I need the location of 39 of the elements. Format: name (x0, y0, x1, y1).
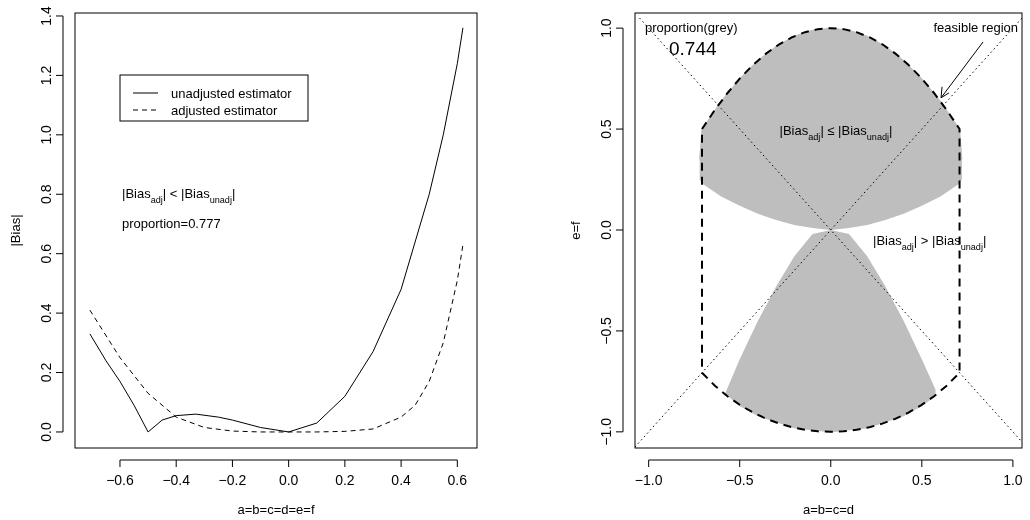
annotation: feasible region (933, 20, 1018, 35)
annotation: |Bias$_{adj}$| ≤ |Bias$_{unadj}$| (779, 123, 893, 142)
y-tick-label: 0.0 (598, 220, 614, 240)
y-tick-label: 1.2 (38, 65, 54, 86)
x-tick-label: −0.2 (218, 472, 247, 488)
x-tick-label: 0.0 (821, 472, 841, 488)
y-tick-label: 0.4 (38, 303, 54, 323)
x-tick-label: −0.5 (725, 472, 754, 488)
y-axis-title: e=f (568, 220, 583, 240)
y-tick-label: −0.5 (598, 316, 614, 345)
y-tick-label: 0.0 (38, 422, 54, 442)
x-tick-label: 0.0 (278, 472, 299, 488)
line-series (89, 27, 464, 433)
y-tick-label: 1.0 (38, 124, 54, 145)
x-tick-label: 1.0 (1003, 472, 1023, 488)
x-tick-label: −1.0 (634, 472, 663, 488)
legend-label: unadjusted estimator (171, 86, 293, 101)
x-axis-title: a=b=c=d (803, 502, 854, 517)
x-tick-label: −0.6 (106, 472, 135, 488)
annotation: proportion=0.777 (122, 216, 221, 231)
y-axis-title: |Bias| (8, 214, 23, 247)
x-tick-label: 0.5 (912, 472, 932, 488)
y-tick-label: 0.2 (38, 362, 54, 383)
y-tick-label: 0.6 (38, 243, 54, 264)
y-tick-label: 1.4 (38, 6, 54, 26)
y-tick-label: 0.5 (598, 119, 614, 139)
y-tick-label: −1.0 (598, 417, 614, 446)
annotation: 0.744 (669, 38, 717, 59)
x-axis-title: a=b=c=d=e=f (237, 502, 315, 517)
y-tick-label: 1.0 (598, 18, 614, 38)
annotation: |Bias$_{adj}$| < |Bias$_{unadj}$| (122, 186, 236, 205)
x-tick-label: 0.4 (391, 472, 412, 488)
annotation: proportion(grey) (645, 20, 738, 35)
x-tick-label: −0.4 (162, 472, 191, 488)
annotation: |Bias$_{adj}$| > |Bias$_{unadj}$| (873, 233, 987, 252)
x-tick-label: 0.2 (335, 472, 355, 488)
legend-label: adjusted estimator (171, 103, 278, 118)
x-tick-label: 0.6 (447, 472, 468, 488)
y-tick-label: 0.8 (38, 184, 54, 204)
